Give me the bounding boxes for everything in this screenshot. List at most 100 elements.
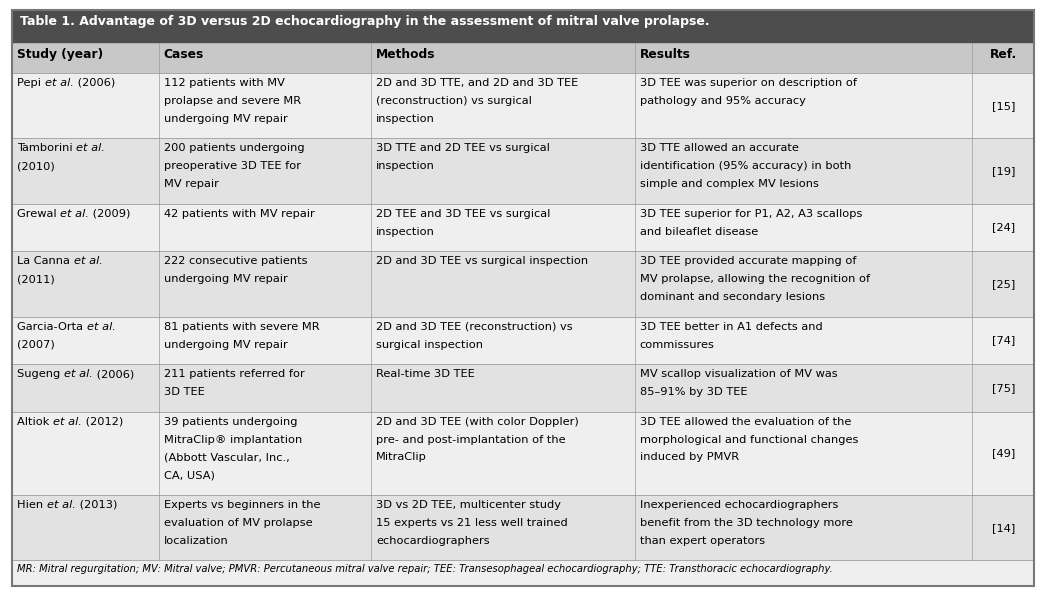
Text: 81 patients with severe MR: 81 patients with severe MR bbox=[163, 322, 319, 331]
Text: than expert operators: than expert operators bbox=[639, 536, 765, 546]
Text: (2012): (2012) bbox=[82, 417, 123, 427]
Text: MV scallop visualization of MV was: MV scallop visualization of MV was bbox=[639, 369, 837, 379]
Text: pathology and 95% accuracy: pathology and 95% accuracy bbox=[639, 96, 805, 106]
Text: MitraClip® implantation: MitraClip® implantation bbox=[163, 434, 302, 445]
Bar bbox=[12, 138, 1034, 204]
Text: [14]: [14] bbox=[992, 523, 1015, 533]
Text: 200 patients undergoing: 200 patients undergoing bbox=[163, 144, 304, 153]
Text: 2D and 3D TEE (reconstruction) vs: 2D and 3D TEE (reconstruction) vs bbox=[377, 322, 573, 331]
Text: [75]: [75] bbox=[992, 383, 1015, 393]
Text: undergoing MV repair: undergoing MV repair bbox=[163, 114, 288, 124]
Text: 2D and 3D TEE vs surgical inspection: 2D and 3D TEE vs surgical inspection bbox=[377, 256, 588, 266]
Text: Tamborini: Tamborini bbox=[17, 144, 76, 153]
Text: MV repair: MV repair bbox=[163, 179, 219, 189]
Text: Cases: Cases bbox=[163, 48, 204, 61]
Text: Pepi: Pepi bbox=[17, 78, 45, 88]
Text: and bileaflet disease: and bileaflet disease bbox=[639, 226, 757, 237]
Bar bbox=[12, 43, 1034, 73]
Text: morphological and functional changes: morphological and functional changes bbox=[639, 434, 858, 445]
Text: 3D TEE: 3D TEE bbox=[163, 387, 204, 397]
Text: benefit from the 3D technology more: benefit from the 3D technology more bbox=[639, 518, 852, 528]
Text: Grewal: Grewal bbox=[17, 209, 61, 219]
Text: 2D and 3D TTE, and 2D and 3D TEE: 2D and 3D TTE, and 2D and 3D TEE bbox=[377, 78, 578, 88]
Text: 3D TEE superior for P1, A2, A3 scallops: 3D TEE superior for P1, A2, A3 scallops bbox=[639, 209, 862, 219]
Text: Sugeng: Sugeng bbox=[17, 369, 64, 379]
Text: (Abbott Vascular, Inc.,: (Abbott Vascular, Inc., bbox=[163, 452, 290, 462]
Text: inspection: inspection bbox=[377, 162, 435, 171]
Text: [74]: [74] bbox=[992, 336, 1015, 346]
Text: pre- and post-implantation of the: pre- and post-implantation of the bbox=[377, 434, 566, 445]
Bar bbox=[12, 364, 1034, 412]
Text: Results: Results bbox=[639, 48, 690, 61]
Text: 3D TEE was superior on description of: 3D TEE was superior on description of bbox=[639, 78, 857, 88]
Text: prolapse and severe MR: prolapse and severe MR bbox=[163, 96, 301, 106]
Text: 3D TTE and 2D TEE vs surgical: 3D TTE and 2D TEE vs surgical bbox=[377, 144, 550, 153]
Text: et al.: et al. bbox=[61, 209, 89, 219]
Text: identification (95% accuracy) in both: identification (95% accuracy) in both bbox=[639, 162, 851, 171]
Text: Table 1. Advantage of 3D versus 2D echocardiography in the assessment of mitral : Table 1. Advantage of 3D versus 2D echoc… bbox=[20, 15, 709, 28]
Bar bbox=[12, 73, 1034, 138]
Text: dominant and secondary lesions: dominant and secondary lesions bbox=[639, 292, 824, 302]
Bar bbox=[12, 204, 1034, 252]
Text: evaluation of MV prolapse: evaluation of MV prolapse bbox=[163, 518, 313, 528]
Text: 222 consecutive patients: 222 consecutive patients bbox=[163, 256, 308, 266]
Text: et al.: et al. bbox=[64, 369, 93, 379]
Text: MR: Mitral regurgitation; MV: Mitral valve; PMVR: Percutaneous mitral valve repa: MR: Mitral regurgitation; MV: Mitral val… bbox=[17, 564, 833, 575]
Bar bbox=[12, 316, 1034, 364]
Text: Methods: Methods bbox=[377, 48, 435, 61]
Text: (2007): (2007) bbox=[17, 340, 54, 350]
Text: 112 patients with MV: 112 patients with MV bbox=[163, 78, 285, 88]
Text: Inexperienced echocardiographers: Inexperienced echocardiographers bbox=[639, 500, 838, 510]
Text: (2011): (2011) bbox=[17, 274, 54, 284]
Text: (2009): (2009) bbox=[89, 209, 131, 219]
Text: Garcia-Orta: Garcia-Orta bbox=[17, 322, 87, 331]
Text: 85–91% by 3D TEE: 85–91% by 3D TEE bbox=[639, 387, 747, 397]
Text: et al.: et al. bbox=[53, 417, 82, 427]
Text: 211 patients referred for: 211 patients referred for bbox=[163, 369, 304, 379]
Text: (2006): (2006) bbox=[73, 78, 115, 88]
Text: [24]: [24] bbox=[992, 222, 1015, 232]
Text: (2010): (2010) bbox=[17, 162, 54, 171]
Text: Real-time 3D TEE: Real-time 3D TEE bbox=[377, 369, 475, 379]
Text: surgical inspection: surgical inspection bbox=[377, 340, 483, 350]
Text: et al.: et al. bbox=[73, 256, 103, 266]
Bar bbox=[12, 252, 1034, 316]
Text: MitraClip: MitraClip bbox=[377, 452, 427, 462]
Text: commissures: commissures bbox=[639, 340, 714, 350]
Text: 3D TEE provided accurate mapping of: 3D TEE provided accurate mapping of bbox=[639, 256, 856, 266]
Text: echocardiographers: echocardiographers bbox=[377, 536, 490, 546]
Text: 42 patients with MV repair: 42 patients with MV repair bbox=[163, 209, 315, 219]
Text: localization: localization bbox=[163, 536, 228, 546]
Bar bbox=[12, 495, 1034, 560]
Text: Hien: Hien bbox=[17, 500, 47, 510]
Text: 3D TEE allowed the evaluation of the: 3D TEE allowed the evaluation of the bbox=[639, 417, 851, 427]
Bar bbox=[12, 560, 1034, 586]
Text: undergoing MV repair: undergoing MV repair bbox=[163, 340, 288, 350]
Bar bbox=[12, 10, 1034, 43]
Text: (reconstruction) vs surgical: (reconstruction) vs surgical bbox=[377, 96, 532, 106]
Text: Study (year): Study (year) bbox=[17, 48, 104, 61]
Text: 39 patients undergoing: 39 patients undergoing bbox=[163, 417, 297, 427]
Text: 3D TEE better in A1 defects and: 3D TEE better in A1 defects and bbox=[639, 322, 822, 331]
Text: (2013): (2013) bbox=[75, 500, 117, 510]
Text: induced by PMVR: induced by PMVR bbox=[639, 452, 738, 462]
Text: Ref.: Ref. bbox=[990, 48, 1017, 61]
Text: undergoing MV repair: undergoing MV repair bbox=[163, 274, 288, 284]
Text: La Canna: La Canna bbox=[17, 256, 73, 266]
Text: CA, USA): CA, USA) bbox=[163, 470, 214, 480]
Text: MV prolapse, allowing the recognition of: MV prolapse, allowing the recognition of bbox=[639, 274, 869, 284]
Text: et al.: et al. bbox=[87, 322, 115, 331]
Text: et al.: et al. bbox=[45, 78, 73, 88]
Text: [49]: [49] bbox=[992, 448, 1015, 458]
Text: 2D TEE and 3D TEE vs surgical: 2D TEE and 3D TEE vs surgical bbox=[377, 209, 550, 219]
Text: 3D TTE allowed an accurate: 3D TTE allowed an accurate bbox=[639, 144, 798, 153]
Text: [25]: [25] bbox=[992, 279, 1015, 289]
Text: et al.: et al. bbox=[76, 144, 106, 153]
Text: [19]: [19] bbox=[992, 166, 1015, 176]
Text: preoperative 3D TEE for: preoperative 3D TEE for bbox=[163, 162, 300, 171]
Bar bbox=[12, 412, 1034, 495]
Text: et al.: et al. bbox=[47, 500, 75, 510]
Text: Altiok: Altiok bbox=[17, 417, 53, 427]
Text: 3D vs 2D TEE, multicenter study: 3D vs 2D TEE, multicenter study bbox=[377, 500, 561, 510]
Text: Experts vs beginners in the: Experts vs beginners in the bbox=[163, 500, 320, 510]
